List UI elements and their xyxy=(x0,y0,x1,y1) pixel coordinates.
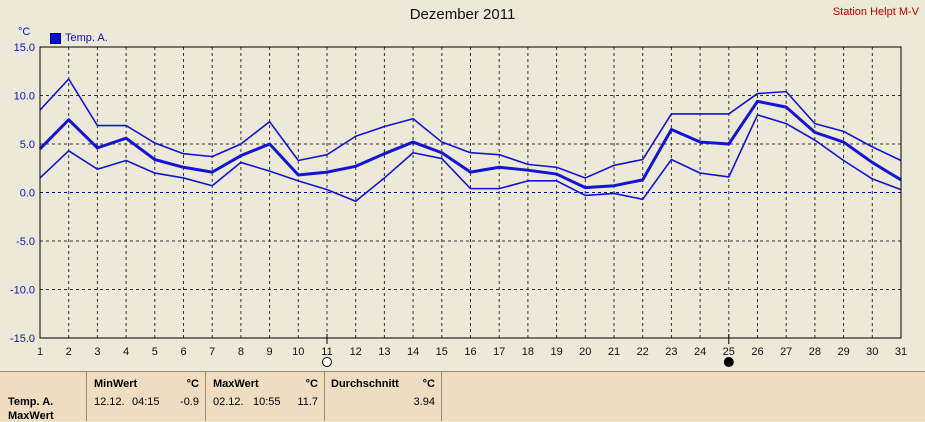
x-tick-label: 24 xyxy=(694,346,706,358)
x-tick-label: 27 xyxy=(780,346,792,358)
x-tick-label: 8 xyxy=(238,346,244,358)
max-time: 10:55 xyxy=(253,396,281,408)
chart-title: Dezember 2011 xyxy=(409,6,516,23)
x-tick-label: 28 xyxy=(809,346,821,358)
x-tick-label: 11 xyxy=(321,346,332,358)
x-tick-label: 15 xyxy=(436,346,448,358)
x-tick-label: 29 xyxy=(837,346,849,358)
x-tick-label: 1 xyxy=(37,346,43,358)
x-tick-label: 12 xyxy=(350,346,362,358)
filled-circle-marker xyxy=(723,357,734,367)
min-unit: °C xyxy=(186,378,199,390)
y-tick-label: 0.0 xyxy=(20,188,35,200)
y-tick-label: -5.0 xyxy=(16,236,35,248)
x-tick-label: 31 xyxy=(895,346,907,358)
x-tick-label: 6 xyxy=(180,346,186,358)
min-date: 12.12. xyxy=(94,396,125,408)
max-header: MaxWert xyxy=(213,378,259,390)
x-tick-label: 3 xyxy=(94,346,100,358)
x-tick-label: 23 xyxy=(665,346,677,358)
legend-label: Temp. A. xyxy=(65,32,108,44)
x-tick-label: 17 xyxy=(493,346,505,358)
y-tick-label: 15.0 xyxy=(14,42,35,54)
x-tick-label: 22 xyxy=(637,346,649,358)
x-tick-label: 26 xyxy=(751,346,763,358)
x-tick-label: 19 xyxy=(550,346,562,358)
summary-panel: Temp. A. MaxWert MinWert °C 12.12. 04:15… xyxy=(0,371,925,422)
x-tick-label: 7 xyxy=(209,346,215,358)
average-cell: Durchschnitt °C 3.94 xyxy=(325,372,442,421)
x-tick-label: 2 xyxy=(66,346,72,358)
y-tick-label: 10.0 xyxy=(14,91,35,103)
y-tick-label: 5.0 xyxy=(20,139,35,151)
x-tick-label: 5 xyxy=(152,346,158,358)
summary-row-label-2: MaxWert xyxy=(8,410,54,422)
station-name: Station Helpt M-V xyxy=(832,6,919,18)
x-tick-label: 30 xyxy=(866,346,878,358)
series-line-mean xyxy=(38,99,902,190)
summary-row-label-cell: Temp. A. MaxWert xyxy=(0,372,87,422)
max-value: 11.7 xyxy=(297,396,318,408)
open-circle-marker xyxy=(322,357,332,367)
max-unit: °C xyxy=(305,378,318,390)
x-tick-label: 21 xyxy=(608,346,620,358)
average-value: 3.94 xyxy=(413,396,435,408)
legend: Temp. A. xyxy=(50,32,108,44)
x-tick-label: 14 xyxy=(407,346,419,358)
x-tick-label: 18 xyxy=(522,346,534,358)
min-time: 04:15 xyxy=(132,396,160,408)
max-date: 02.12. xyxy=(213,396,244,408)
series-line-min xyxy=(39,114,902,203)
x-tick-label: 4 xyxy=(123,346,129,358)
min-value-cell: MinWert °C 12.12. 04:15 -0.9 xyxy=(87,372,206,421)
legend-swatch xyxy=(50,32,61,44)
y-tick-label: -15.0 xyxy=(10,333,35,345)
min-header: MinWert xyxy=(94,378,138,390)
x-tick-label: 9 xyxy=(267,346,273,358)
summary-row-label: Temp. A. xyxy=(8,396,54,408)
series-line-max xyxy=(39,78,902,179)
min-value: -0.9 xyxy=(180,396,199,408)
average-unit: °C xyxy=(422,378,435,390)
y-axis-unit: °C xyxy=(18,26,31,38)
average-header: Durchschnitt xyxy=(331,378,399,390)
y-tick-label: -10.0 xyxy=(10,285,35,297)
plot-frame xyxy=(39,46,902,339)
max-value-cell: MaxWert °C 02.12. 10:55 11.7 xyxy=(206,372,325,421)
x-tick-label: 25 xyxy=(723,346,735,358)
temperature-chart: 15.010.05.00.0-5.0-10.0-15.01 2 3 4 5 6 7 8 9 10 1… xyxy=(10,42,907,367)
x-tick-label: 13 xyxy=(378,346,390,358)
x-tick-label: 16 xyxy=(464,346,476,358)
x-tick-label: 10 xyxy=(292,346,304,358)
x-tick-label: 20 xyxy=(579,346,591,358)
